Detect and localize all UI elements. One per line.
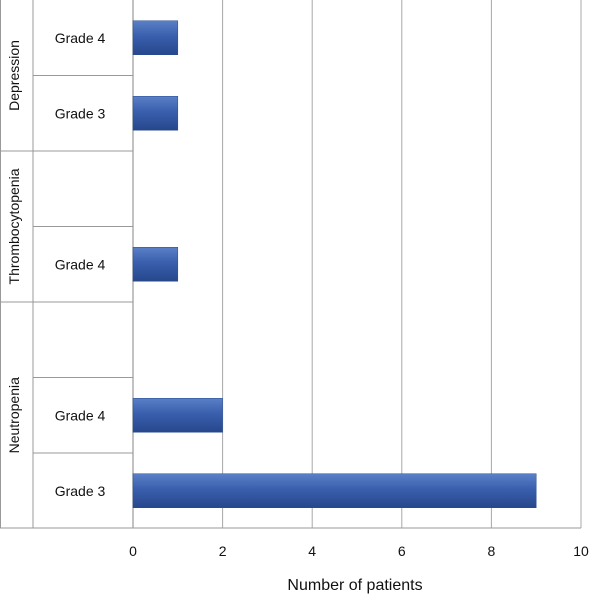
group-label: Thrombocytopenia xyxy=(6,168,22,284)
group-label: Neutropenia xyxy=(6,377,22,453)
category-label: Grade 4 xyxy=(55,407,106,423)
bar xyxy=(132,247,179,282)
x-tick-label: 6 xyxy=(398,543,406,559)
category-label: Grade 3 xyxy=(55,483,106,499)
bar xyxy=(132,20,179,55)
x-tick-label: 8 xyxy=(488,543,496,559)
x-tick-label: 2 xyxy=(219,543,227,559)
x-tick-labels: 0 2 4 6 8 10 xyxy=(129,543,589,559)
category-label: Grade 4 xyxy=(55,30,106,46)
bar xyxy=(132,96,179,131)
group-label: Depression xyxy=(6,40,22,111)
bar xyxy=(132,473,537,508)
bar xyxy=(132,398,223,433)
category-axis-frame xyxy=(0,0,581,529)
category-label: Grade 3 xyxy=(55,105,106,121)
x-axis-title: Number of patients xyxy=(287,577,422,594)
x-tick-label: 10 xyxy=(573,543,589,559)
bars xyxy=(132,20,537,508)
group-labels: Depression Thrombocytopenia Neutropenia xyxy=(6,40,22,453)
x-tick-label: 4 xyxy=(308,543,316,559)
category-labels: Grade 4 Grade 3 Grade 4 Grade 4 Grade 3 xyxy=(55,30,106,499)
x-tick-label: 0 xyxy=(129,543,137,559)
gridlines xyxy=(132,0,582,528)
category-label: Grade 4 xyxy=(55,256,106,272)
